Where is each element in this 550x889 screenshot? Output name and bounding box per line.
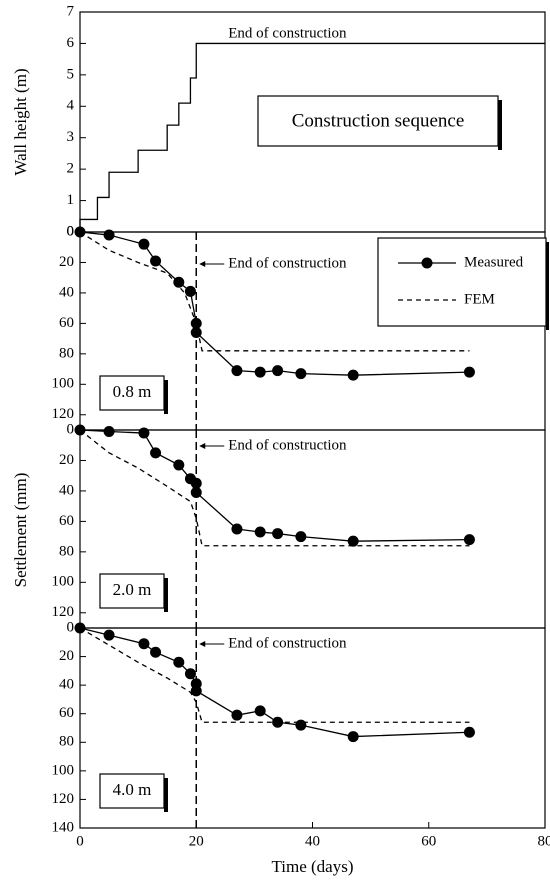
arrow-head <box>199 261 205 267</box>
y-tick-label: 20 <box>59 648 74 664</box>
legend-marker <box>422 258 433 269</box>
legend-label: FEM <box>464 291 495 307</box>
y-tick-label: 20 <box>59 254 74 270</box>
y-tick-label: 5 <box>67 66 75 82</box>
annotation: End of construction <box>228 255 347 271</box>
y-tick-label: 60 <box>59 705 74 721</box>
marker <box>231 524 242 535</box>
y-tick-label: 40 <box>59 284 74 300</box>
marker <box>464 367 475 378</box>
label-box-shadow <box>498 100 502 150</box>
y-tick-label: 80 <box>59 543 74 559</box>
annotation: End of construction <box>228 635 347 651</box>
marker <box>255 705 266 716</box>
y-axis-label: Wall height (m) <box>11 68 30 175</box>
y-tick-label: 7 <box>67 3 75 19</box>
marker <box>185 668 196 679</box>
y-tick-label: 100 <box>52 574 75 590</box>
marker <box>295 720 306 731</box>
marker <box>138 239 149 250</box>
x-tick-label: 40 <box>305 833 320 849</box>
marker <box>255 527 266 538</box>
marker <box>348 536 359 547</box>
marker <box>464 534 475 545</box>
marker <box>348 731 359 742</box>
marker <box>185 286 196 297</box>
marker <box>104 630 115 641</box>
annotation: End of construction <box>228 437 347 453</box>
y-tick-label: 40 <box>59 677 74 693</box>
y-axis-label: Settlement (mm) <box>11 473 30 588</box>
marker <box>191 487 202 498</box>
y-tick-label: 80 <box>59 734 74 750</box>
legend-shadow <box>546 242 549 330</box>
y-tick-label: 100 <box>52 762 75 778</box>
y-tick-label: 40 <box>59 482 74 498</box>
y-tick-label: 120 <box>52 604 75 620</box>
legend-label: Measured <box>464 254 524 270</box>
arrow-head <box>199 641 205 647</box>
y-tick-label: 100 <box>52 376 75 392</box>
panel-label-shadow <box>164 778 168 812</box>
y-tick-label: 0 <box>67 421 75 437</box>
x-tick-label: 0 <box>76 833 84 849</box>
marker <box>138 638 149 649</box>
y-tick-label: 120 <box>52 791 75 807</box>
marker <box>464 727 475 738</box>
marker <box>295 531 306 542</box>
y-tick-label: 60 <box>59 315 74 331</box>
marker <box>272 528 283 539</box>
x-axis-label: Time (days) <box>271 857 353 876</box>
marker <box>104 230 115 241</box>
y-tick-label: 120 <box>52 406 75 422</box>
y-tick-label: 0 <box>67 223 75 239</box>
marker <box>150 647 161 658</box>
y-tick-label: 0 <box>67 619 75 635</box>
y-tick-label: 60 <box>59 513 74 529</box>
y-tick-label: 4 <box>67 98 75 114</box>
panel-label: 0.8 m <box>113 382 152 401</box>
panel-label-shadow <box>164 578 168 612</box>
x-tick-label: 20 <box>189 833 204 849</box>
x-tick-label: 80 <box>538 833 550 849</box>
y-tick-label: 80 <box>59 345 74 361</box>
marker <box>150 255 161 266</box>
marker <box>150 447 161 458</box>
panel-label-shadow <box>164 380 168 414</box>
marker <box>255 367 266 378</box>
marker <box>104 426 115 437</box>
y-tick-label: 20 <box>59 452 74 468</box>
panel-label: 2.0 m <box>113 580 152 599</box>
panel-label: 4.0 m <box>113 780 152 799</box>
marker <box>295 368 306 379</box>
marker <box>348 370 359 381</box>
marker <box>173 657 184 668</box>
arrow-head <box>199 443 205 449</box>
y-tick-label: 140 <box>52 819 75 835</box>
marker <box>272 365 283 376</box>
y-tick-label: 3 <box>67 129 75 145</box>
y-tick-label: 6 <box>67 35 75 51</box>
legend-box <box>378 238 546 326</box>
annotation: End of construction <box>228 25 347 41</box>
x-tick-label: 60 <box>421 833 436 849</box>
y-tick-label: 1 <box>67 192 75 208</box>
marker <box>191 327 202 338</box>
marker <box>173 460 184 471</box>
marker <box>138 428 149 439</box>
y-tick-label: 2 <box>67 161 75 177</box>
marker <box>231 365 242 376</box>
marker <box>231 710 242 721</box>
box-label: Construction sequence <box>292 110 465 131</box>
